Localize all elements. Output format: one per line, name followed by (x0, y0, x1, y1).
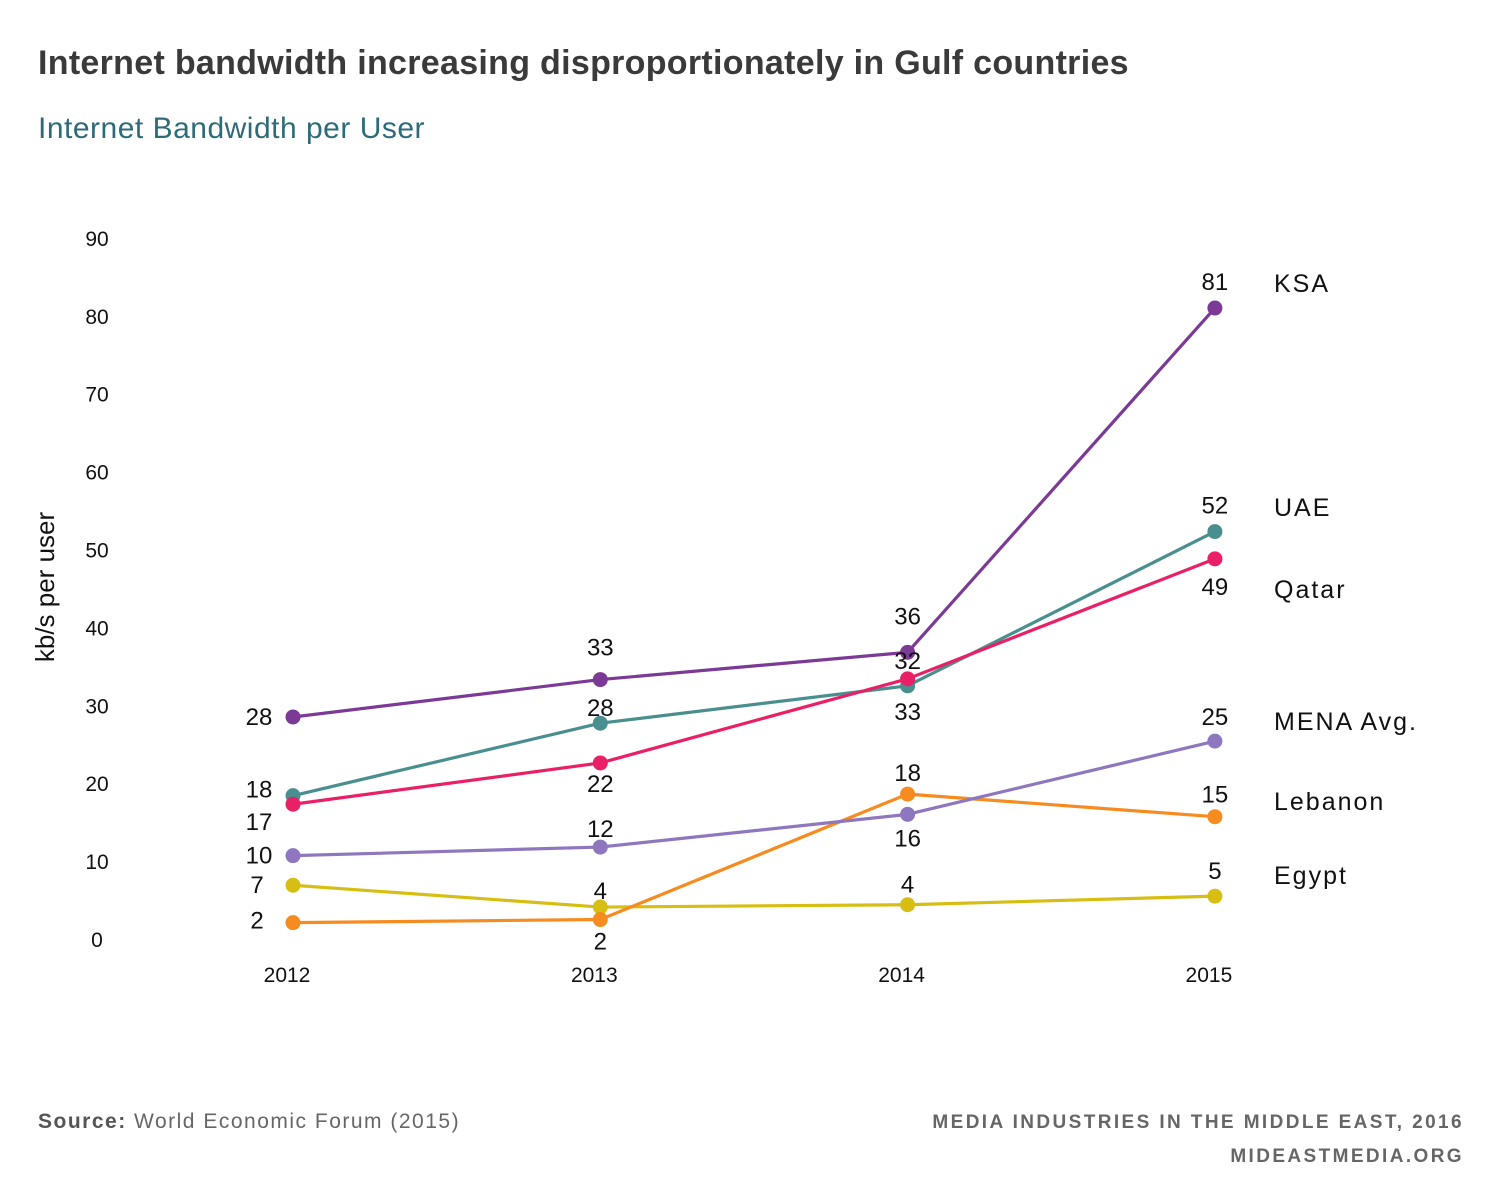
data-point (900, 806, 916, 822)
data-point (900, 897, 916, 913)
publication-credit: MEDIA INDUSTRIES IN THE MIDDLE EAST, 201… (932, 1112, 1464, 1133)
y-tick-label: 10 (85, 851, 108, 874)
data-point (285, 848, 301, 864)
y-tick-label: 20 (85, 773, 108, 796)
data-point (1207, 888, 1223, 904)
series-name-label: MENA Avg. (1274, 708, 1418, 736)
data-point (900, 671, 916, 687)
data-point (592, 912, 608, 928)
series-name-label: Lebanon (1274, 788, 1385, 816)
data-point (1207, 809, 1223, 825)
data-point (285, 796, 301, 812)
series-name-label: Egypt (1274, 862, 1348, 890)
chart-subtitle: Internet Bandwidth per User (38, 112, 426, 145)
y-tick-label: 50 (85, 540, 108, 563)
y-tick-label: 40 (85, 617, 108, 640)
x-tick-label: 2012 (264, 964, 311, 987)
data-point (592, 839, 608, 855)
y-tick-label: 80 (85, 306, 108, 329)
data-label: 4 (901, 872, 914, 899)
y-axis-label: kb/s per user (30, 512, 60, 663)
data-label: 12 (587, 816, 614, 843)
series-line-egypt (292, 883, 1215, 909)
data-label: 18 (246, 777, 273, 804)
data-label: 52 (1202, 493, 1229, 520)
data-label: 18 (894, 760, 921, 787)
data-label: 36 (894, 603, 921, 630)
source-label: Source: (38, 1110, 127, 1133)
data-point (592, 715, 608, 731)
data-label: 28 (587, 695, 614, 722)
y-tick-label: 60 (85, 462, 108, 485)
data-label: 33 (587, 635, 614, 662)
data-label: 16 (894, 825, 921, 852)
series-line-mena-avg- (292, 739, 1216, 858)
series-name-label: KSA (1274, 270, 1330, 298)
data-point (592, 755, 608, 771)
x-tick-label: 2014 (878, 964, 925, 987)
y-tick-label: 90 (85, 228, 108, 251)
data-label: 5 (1208, 858, 1221, 885)
series-line-ksa (292, 306, 1217, 719)
data-label: 15 (1202, 782, 1229, 809)
data-point (1207, 551, 1223, 567)
series-line-lebanon (292, 792, 1216, 925)
x-tick-label: 2013 (571, 964, 618, 987)
data-point (900, 644, 916, 660)
series-line-uae (292, 530, 1216, 798)
data-label: 2 (594, 929, 607, 956)
chart-title: Internet bandwidth increasing disproport… (38, 44, 1129, 82)
y-tick-label: 70 (85, 384, 108, 407)
series-line-qatar (292, 557, 1216, 806)
series-name-label: UAE (1274, 494, 1331, 522)
data-point (285, 709, 301, 725)
data-label: 28 (246, 704, 273, 731)
data-label: 49 (1202, 574, 1229, 601)
y-tick-label: 30 (85, 695, 108, 718)
data-label: 2 (250, 908, 263, 935)
data-point (900, 786, 916, 802)
data-label: 7 (250, 872, 263, 899)
source-text: World Economic Forum (2015) (134, 1110, 461, 1133)
data-label: 81 (1202, 269, 1229, 296)
data-point (285, 877, 301, 893)
data-point (1207, 524, 1223, 540)
data-label: 10 (246, 843, 273, 870)
series-name-label: Qatar (1274, 576, 1347, 604)
x-tick-label: 2015 (1186, 964, 1233, 987)
source-note: Source: World Economic Forum (2015) (38, 1110, 460, 1134)
data-label: 32 (894, 648, 921, 675)
data-point (592, 672, 608, 688)
website-credit: MIDEASTMEDIA.ORG (1230, 1146, 1464, 1167)
data-point (1207, 300, 1223, 316)
data-label: 25 (1202, 704, 1229, 731)
data-point (592, 899, 608, 915)
data-label: 22 (587, 771, 614, 798)
data-label: 17 (246, 809, 273, 836)
y-tick-label: 0 (91, 929, 103, 952)
data-point (1207, 733, 1223, 749)
data-label: 4 (594, 878, 607, 905)
data-point (285, 915, 301, 931)
data-label: 33 (894, 699, 921, 726)
